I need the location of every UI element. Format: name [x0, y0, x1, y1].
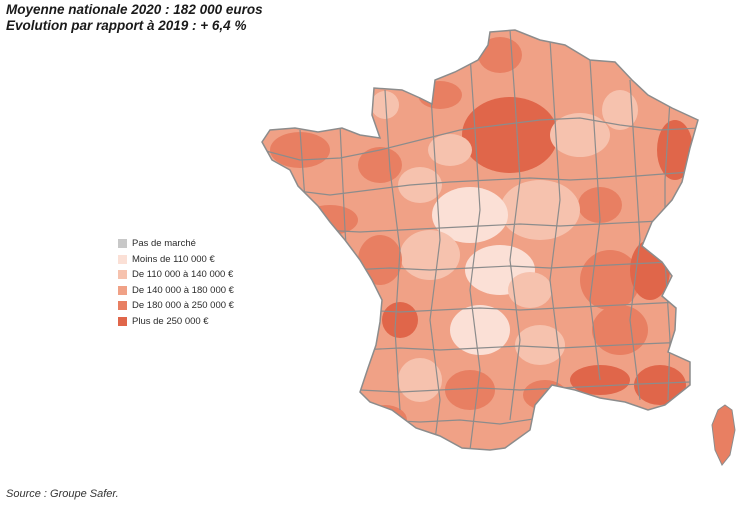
department-borders	[262, 30, 698, 450]
legend-swatch	[118, 270, 127, 280]
legend-swatch	[118, 316, 127, 326]
legend-label: Moins de 110 000 €	[132, 253, 215, 265]
legend-swatch	[118, 285, 127, 295]
national-average-line: Moyenne nationale 2020 : 182 000 euros	[6, 2, 263, 17]
legend-item-110k-140k: De 110 000 à 140 000 €	[118, 267, 234, 283]
legend-label: Plus de 250 000 €	[132, 315, 209, 327]
map-fill	[262, 30, 698, 450]
legend-swatch	[118, 254, 127, 264]
evolution-line: Evolution par rapport à 2019 : + 6,4 %	[6, 18, 247, 33]
legend-swatch	[118, 239, 127, 249]
map-headline: Moyenne nationale 2020 : 182 000 euros E…	[6, 2, 263, 34]
legend-item-over-250k: Plus de 250 000 €	[118, 314, 234, 330]
legend-label: De 180 000 à 250 000 €	[132, 300, 234, 312]
legend-item-140k-180k: De 140 000 à 180 000 €	[118, 283, 234, 299]
legend-label: De 110 000 à 140 000 €	[132, 269, 234, 281]
legend-item-180k-250k: De 180 000 à 250 000 €	[118, 298, 234, 314]
legend-swatch	[118, 301, 127, 311]
legend-label: De 140 000 à 180 000 €	[132, 284, 234, 296]
legend-item-no-market: Pas de marché	[118, 236, 234, 252]
source-note: Source : Groupe Safer.	[6, 488, 119, 500]
legend-item-under-110k: Moins de 110 000 €	[118, 252, 234, 268]
legend-label: Pas de marché	[132, 238, 196, 250]
corsica	[711, 404, 736, 466]
legend: Pas de marché Moins de 110 000 € De 110 …	[118, 236, 234, 329]
